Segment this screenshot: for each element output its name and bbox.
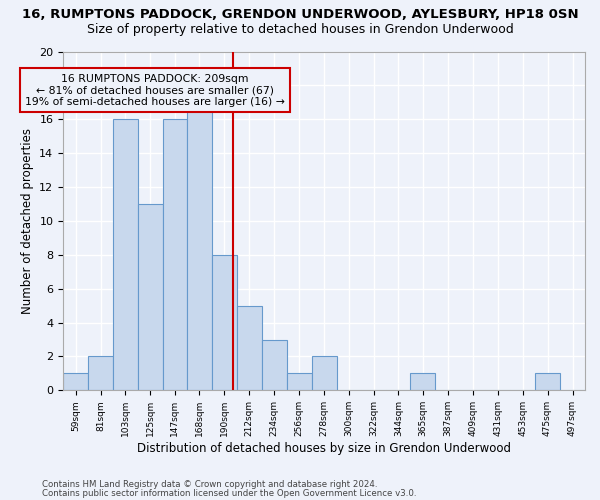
Bar — [88, 356, 113, 390]
Text: Size of property relative to detached houses in Grendon Underwood: Size of property relative to detached ho… — [86, 22, 514, 36]
X-axis label: Distribution of detached houses by size in Grendon Underwood: Distribution of detached houses by size … — [137, 442, 511, 455]
Bar — [262, 340, 287, 390]
Bar — [212, 255, 236, 390]
Text: 16 RUMPTONS PADDOCK: 209sqm
← 81% of detached houses are smaller (67)
19% of sem: 16 RUMPTONS PADDOCK: 209sqm ← 81% of det… — [25, 74, 285, 106]
Bar — [311, 356, 337, 390]
Bar — [187, 102, 212, 391]
Bar — [410, 374, 435, 390]
Bar — [113, 120, 138, 390]
Y-axis label: Number of detached properties: Number of detached properties — [20, 128, 34, 314]
Bar — [63, 374, 88, 390]
Text: Contains HM Land Registry data © Crown copyright and database right 2024.: Contains HM Land Registry data © Crown c… — [42, 480, 377, 489]
Text: Contains public sector information licensed under the Open Government Licence v3: Contains public sector information licen… — [42, 488, 416, 498]
Bar — [236, 306, 262, 390]
Bar — [287, 374, 311, 390]
Bar — [138, 204, 163, 390]
Bar — [535, 374, 560, 390]
Bar — [163, 120, 187, 390]
Text: 16, RUMPTONS PADDOCK, GRENDON UNDERWOOD, AYLESBURY, HP18 0SN: 16, RUMPTONS PADDOCK, GRENDON UNDERWOOD,… — [22, 8, 578, 20]
